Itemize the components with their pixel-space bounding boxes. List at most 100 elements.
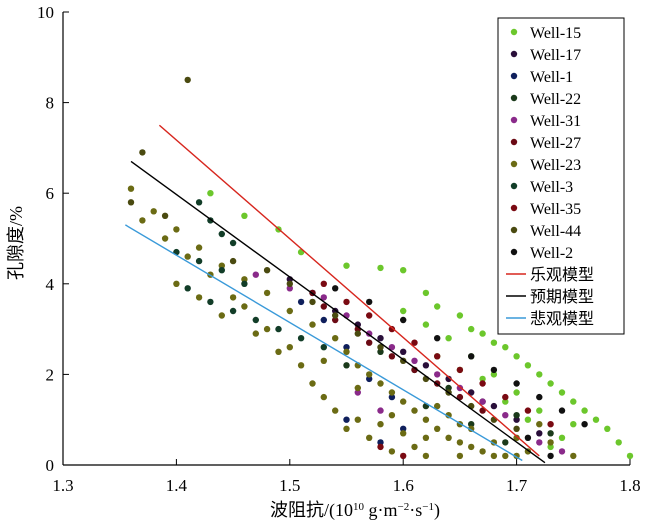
data-point: [490, 366, 498, 374]
legend-label: Well-31: [530, 113, 581, 130]
data-point: [400, 267, 407, 274]
data-point: [218, 267, 225, 274]
data-point: [445, 335, 452, 342]
x-axis-title: 波阻抗/(1010 g·m−2·s−1): [270, 500, 440, 521]
legend-marker: [510, 72, 518, 80]
data-point: [297, 362, 305, 369]
legend-label: Well-27: [530, 135, 581, 152]
legend-marker: [510, 248, 518, 256]
data-point: [286, 285, 293, 292]
data-point: [320, 280, 327, 287]
data-point: [263, 325, 271, 333]
data-point: [558, 448, 566, 455]
data-point: [592, 416, 600, 423]
data-point: [320, 344, 327, 351]
data-point: [320, 316, 327, 324]
data-point: [502, 344, 509, 351]
data-point: [229, 257, 237, 265]
data-point: [536, 407, 543, 414]
legend: Well-15 Well-17 Well-1 Well-22 Well-31 Well-2…: [497, 17, 625, 335]
data-point: [479, 448, 486, 455]
data-point: [524, 434, 532, 441]
data-point: [252, 316, 259, 324]
data-point: [320, 294, 327, 301]
legend-label: Well-3: [530, 179, 573, 196]
data-point: [411, 357, 418, 364]
data-point: [490, 371, 498, 378]
y-axis-title: 孔隙度/%: [6, 206, 26, 280]
data-point: [479, 330, 486, 337]
data-point: [490, 402, 498, 410]
data-point: [626, 452, 634, 460]
data-point: [241, 212, 248, 219]
legend-label: 乐观模型: [530, 266, 594, 284]
data-point: [139, 217, 146, 224]
x-tick-label: 1.6: [393, 476, 414, 495]
plot-frame: [62, 12, 630, 466]
data-point: [479, 380, 486, 387]
data-point: [456, 384, 464, 392]
data-point: [536, 421, 543, 428]
data-point: [490, 452, 498, 460]
data-point: [354, 416, 361, 423]
data-point: [195, 244, 203, 251]
data-point: [400, 398, 407, 405]
data-point: [309, 380, 316, 387]
x-axis-title-end: ): [434, 500, 440, 521]
data-point: [547, 380, 554, 387]
data-point: [252, 330, 259, 337]
data-point: [558, 389, 566, 396]
x-tick-label: 1.8: [619, 476, 640, 495]
data-point: [479, 398, 486, 405]
data-point: [195, 199, 203, 206]
data-point: [377, 421, 384, 428]
y-tick-label: 10: [37, 3, 54, 22]
data-point: [422, 289, 430, 297]
data-point: [513, 425, 520, 432]
data-point: [524, 362, 532, 369]
data-point: [536, 430, 543, 437]
data-point: [320, 303, 327, 310]
data-point: [343, 416, 350, 423]
data-point: [502, 398, 509, 405]
data-point: [456, 439, 464, 446]
data-point: [150, 208, 157, 215]
data-point: [218, 230, 225, 238]
legend-label: Well-44: [530, 223, 581, 240]
data-point: [570, 421, 577, 428]
legend-marker: [510, 138, 518, 146]
data-point: [127, 199, 135, 206]
y-tick-label: 8: [46, 94, 55, 113]
data-point: [127, 185, 135, 192]
data-point: [139, 149, 146, 156]
legend-label: Well-22: [530, 91, 581, 108]
data-point: [513, 380, 520, 387]
data-point: [195, 294, 203, 301]
data-point: [388, 344, 396, 351]
data-point: [502, 439, 509, 446]
data-point: [513, 412, 520, 419]
x-axis-title-exp: 10: [353, 501, 365, 513]
data-point: [445, 434, 452, 441]
data-point: [309, 321, 316, 328]
data-point: [422, 416, 430, 423]
data-point: [502, 393, 509, 401]
data-point: [400, 425, 407, 432]
data-point: [604, 425, 611, 432]
data-point: [366, 371, 373, 378]
data-point: [297, 298, 305, 306]
x-axis-title-exp2: −2: [398, 501, 410, 513]
data-point: [229, 294, 237, 301]
data-point: [490, 339, 498, 346]
data-point: [434, 303, 441, 310]
axis-ticks: 1.3 1.4 1.5 1.6 1.7 1.8 0 2 4 6 8 10: [37, 3, 641, 495]
data-point: [275, 348, 282, 355]
data-point: [468, 389, 475, 396]
data-point: [434, 425, 441, 432]
data-point: [241, 280, 248, 287]
data-point: [400, 307, 407, 315]
data-point: [468, 353, 475, 360]
data-point: [479, 375, 486, 383]
data-point: [241, 276, 248, 283]
